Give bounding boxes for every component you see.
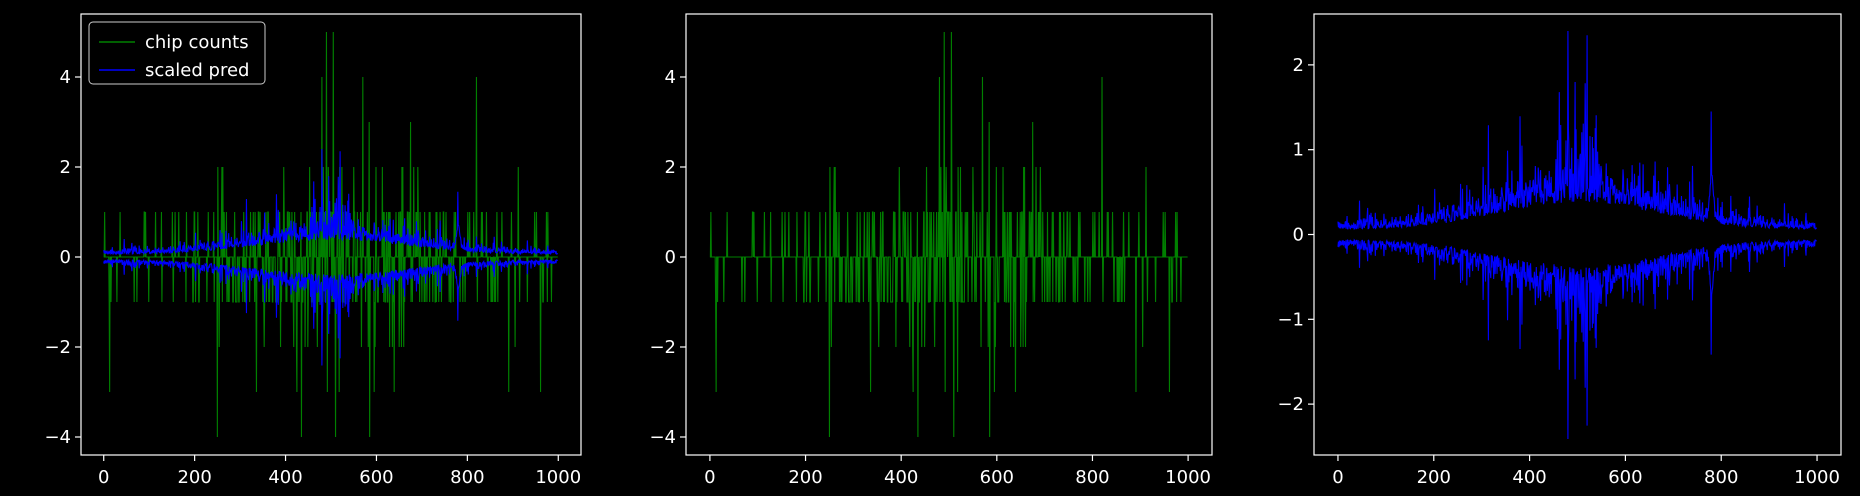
y-tick-label: 0 bbox=[60, 247, 71, 268]
legend-label: chip counts bbox=[145, 32, 249, 53]
legend: chip counts scaled pred bbox=[88, 21, 266, 85]
y-tick-label: 1 bbox=[1293, 140, 1304, 161]
x-tick-label: 1000 bbox=[535, 467, 581, 488]
x-tick-label: 800 bbox=[1075, 467, 1109, 488]
x-tick-label: 200 bbox=[1417, 467, 1451, 488]
plot-area bbox=[709, 31, 1188, 438]
x-tick-label: 600 bbox=[359, 467, 393, 488]
legend-label: scaled pred bbox=[145, 60, 249, 81]
y-tick-label: 4 bbox=[60, 67, 71, 88]
x-tick-label: 200 bbox=[788, 467, 822, 488]
x-tick-label: 600 bbox=[980, 467, 1014, 488]
x-tick-label: 400 bbox=[268, 467, 302, 488]
series-line-counts bbox=[103, 31, 558, 438]
axes-frame bbox=[80, 13, 582, 456]
plot-area bbox=[1337, 30, 1818, 439]
x-tick-label: 1000 bbox=[1794, 467, 1840, 488]
x-tick-label: 800 bbox=[1704, 467, 1738, 488]
series-line-pred-upper bbox=[1337, 30, 1818, 231]
y-tick-label: 0 bbox=[1293, 225, 1304, 246]
y-tick-label: 2 bbox=[1293, 55, 1304, 76]
series-line-pred-lower bbox=[103, 258, 559, 366]
y-tick-label: 2 bbox=[665, 157, 676, 178]
y-tick-label: −2 bbox=[649, 337, 676, 358]
x-tick-label: 800 bbox=[450, 467, 484, 488]
y-tick-label: 4 bbox=[665, 67, 676, 88]
y-tick-label: −4 bbox=[44, 427, 71, 448]
y-tick-label: −2 bbox=[1277, 394, 1304, 415]
y-tick-label: 0 bbox=[665, 247, 676, 268]
x-tick-label: 400 bbox=[1512, 467, 1546, 488]
axes-frame bbox=[1313, 13, 1842, 456]
x-tick-label: 0 bbox=[98, 467, 109, 488]
axes-frame bbox=[685, 13, 1213, 456]
subplot-3: 0 200 400 600 800 1000 −2 −1 0 1 2 bbox=[1277, 13, 1842, 488]
x-tick-label: 0 bbox=[1332, 467, 1343, 488]
plot-area bbox=[103, 31, 559, 438]
y-tick-label: 2 bbox=[60, 157, 71, 178]
y-tick-label: −2 bbox=[44, 337, 71, 358]
series-line-pred-upper bbox=[103, 148, 559, 256]
series-line-pred-lower bbox=[1337, 238, 1817, 439]
y-tick-label: −1 bbox=[1277, 309, 1304, 330]
subplot-1: 0 200 400 600 800 1000 −4 −2 0 2 4 chip counts scale… bbox=[44, 13, 582, 488]
x-tick-label: 200 bbox=[177, 467, 211, 488]
x-tick-label: 600 bbox=[1608, 467, 1642, 488]
series-line-counts bbox=[709, 31, 1188, 438]
x-tick-label: 0 bbox=[704, 467, 715, 488]
x-tick-label: 1000 bbox=[1165, 467, 1211, 488]
legend-box bbox=[88, 21, 266, 85]
subplot-2: 0 200 400 600 800 1000 −4 −2 0 2 4 bbox=[649, 13, 1213, 488]
x-tick-label: 400 bbox=[884, 467, 918, 488]
y-tick-label: −4 bbox=[649, 427, 676, 448]
